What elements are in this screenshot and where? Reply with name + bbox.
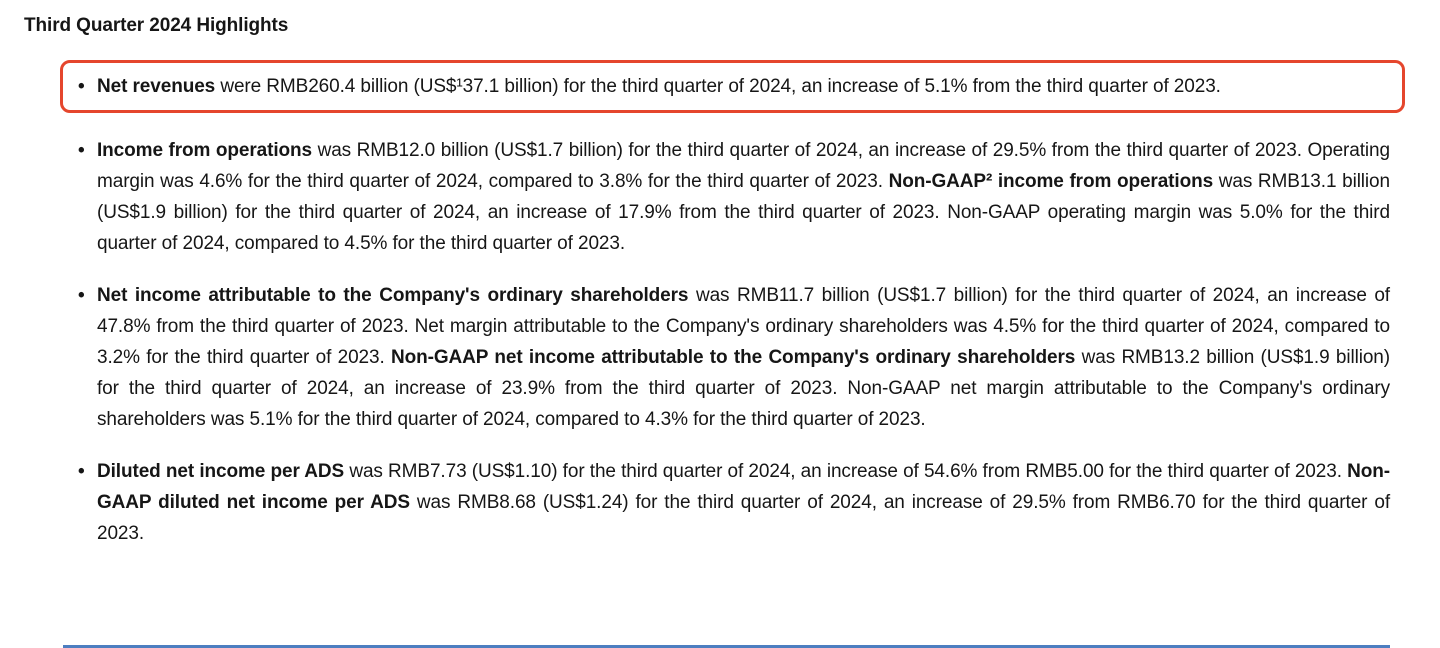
bullet-icon: • (78, 285, 85, 306)
highlights-list: • Net revenues were RMB260.4 billion (US… (60, 60, 1405, 549)
bullet-text-income-from-operations: Income from operations was RMB12.0 billi… (97, 140, 1390, 254)
bottom-divider (63, 645, 1390, 648)
highlight-annotation-box: • Net revenues were RMB260.4 billion (US… (60, 60, 1405, 113)
bullet-row: • Diluted net income per ADS was RMB7.73… (78, 456, 1390, 549)
bullet-row: • Net income attributable to the Company… (78, 280, 1390, 435)
bullet-item-net-income-shareholders: • Net income attributable to the Company… (78, 280, 1390, 435)
bullet-item-diluted-net-income-per-ads: • Diluted net income per ADS was RMB7.73… (78, 456, 1390, 549)
bullet-text-net-revenues: Net revenues were RMB260.4 billion (US$¹… (97, 76, 1221, 97)
bullet-item-income-from-operations: • Income from operations was RMB12.0 bil… (78, 135, 1390, 259)
bullet-icon: • (78, 140, 85, 161)
bullet-icon: • (78, 76, 85, 97)
bullet-icon: • (78, 461, 85, 482)
bullet-row: • Income from operations was RMB12.0 bil… (78, 135, 1390, 259)
bullet-text-net-income-shareholders: Net income attributable to the Company's… (97, 285, 1390, 430)
bullet-text-diluted-net-income-per-ads: Diluted net income per ADS was RMB7.73 (… (97, 461, 1390, 544)
section-title: Third Quarter 2024 Highlights (24, 15, 289, 36)
bullet-item-net-revenues: • Net revenues were RMB260.4 billion (US… (78, 71, 1390, 102)
